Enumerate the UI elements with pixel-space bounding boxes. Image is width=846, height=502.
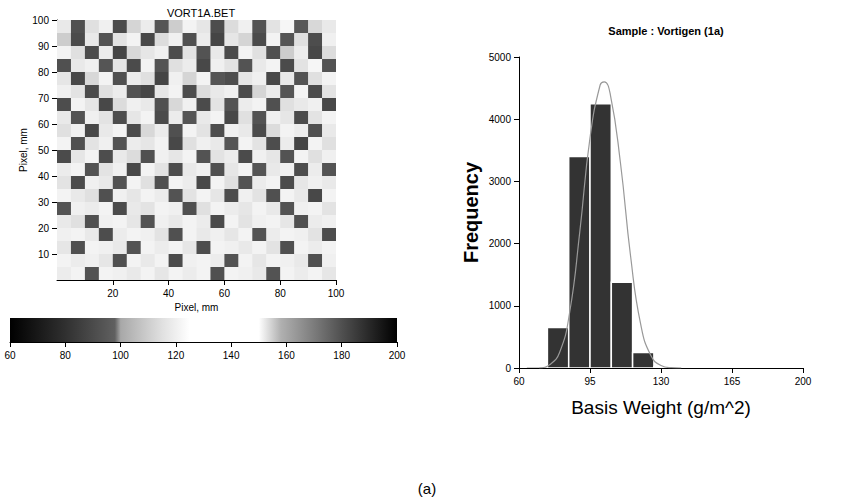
svg-text:60: 60 bbox=[4, 350, 16, 361]
svg-text:40: 40 bbox=[38, 171, 50, 182]
svg-text:200: 200 bbox=[795, 376, 812, 387]
svg-text:140: 140 bbox=[223, 350, 240, 361]
svg-text:100: 100 bbox=[328, 288, 345, 299]
svg-text:Sample : Vortigen (1a): Sample : Vortigen (1a) bbox=[608, 25, 724, 37]
svg-text:165: 165 bbox=[724, 376, 741, 387]
svg-text:(a): (a) bbox=[418, 480, 436, 497]
svg-text:200: 200 bbox=[389, 350, 406, 361]
svg-text:60: 60 bbox=[513, 376, 525, 387]
svg-text:40: 40 bbox=[163, 288, 175, 299]
svg-text:Pixel, mm: Pixel, mm bbox=[18, 128, 29, 172]
svg-text:20: 20 bbox=[107, 288, 119, 299]
svg-text:20: 20 bbox=[38, 223, 50, 234]
svg-text:95: 95 bbox=[584, 376, 596, 387]
svg-text:100: 100 bbox=[112, 350, 129, 361]
svg-text:5000: 5000 bbox=[489, 52, 512, 63]
svg-text:80: 80 bbox=[60, 350, 72, 361]
svg-text:Pixel, mm: Pixel, mm bbox=[175, 302, 219, 313]
svg-text:60: 60 bbox=[38, 119, 50, 130]
svg-text:120: 120 bbox=[168, 350, 185, 361]
svg-text:160: 160 bbox=[278, 350, 295, 361]
svg-text:2000: 2000 bbox=[489, 238, 512, 249]
svg-text:4000: 4000 bbox=[489, 114, 512, 125]
svg-text:1000: 1000 bbox=[489, 300, 512, 311]
svg-text:10: 10 bbox=[38, 249, 50, 260]
svg-text:VORT1A.BET: VORT1A.BET bbox=[167, 7, 236, 19]
svg-text:3000: 3000 bbox=[489, 176, 512, 187]
svg-text:130: 130 bbox=[653, 376, 670, 387]
svg-text:80: 80 bbox=[38, 67, 50, 78]
svg-text:30: 30 bbox=[38, 197, 50, 208]
svg-text:180: 180 bbox=[333, 350, 350, 361]
svg-text:50: 50 bbox=[38, 145, 50, 156]
svg-text:80: 80 bbox=[275, 288, 287, 299]
svg-text:100: 100 bbox=[32, 15, 49, 26]
svg-text:Basis Weight (g/m^2): Basis Weight (g/m^2) bbox=[571, 397, 751, 418]
svg-text:60: 60 bbox=[219, 288, 231, 299]
svg-text:70: 70 bbox=[38, 93, 50, 104]
svg-text:Frequency: Frequency bbox=[460, 161, 482, 263]
svg-text:0: 0 bbox=[505, 363, 511, 374]
svg-text:90: 90 bbox=[38, 41, 50, 52]
